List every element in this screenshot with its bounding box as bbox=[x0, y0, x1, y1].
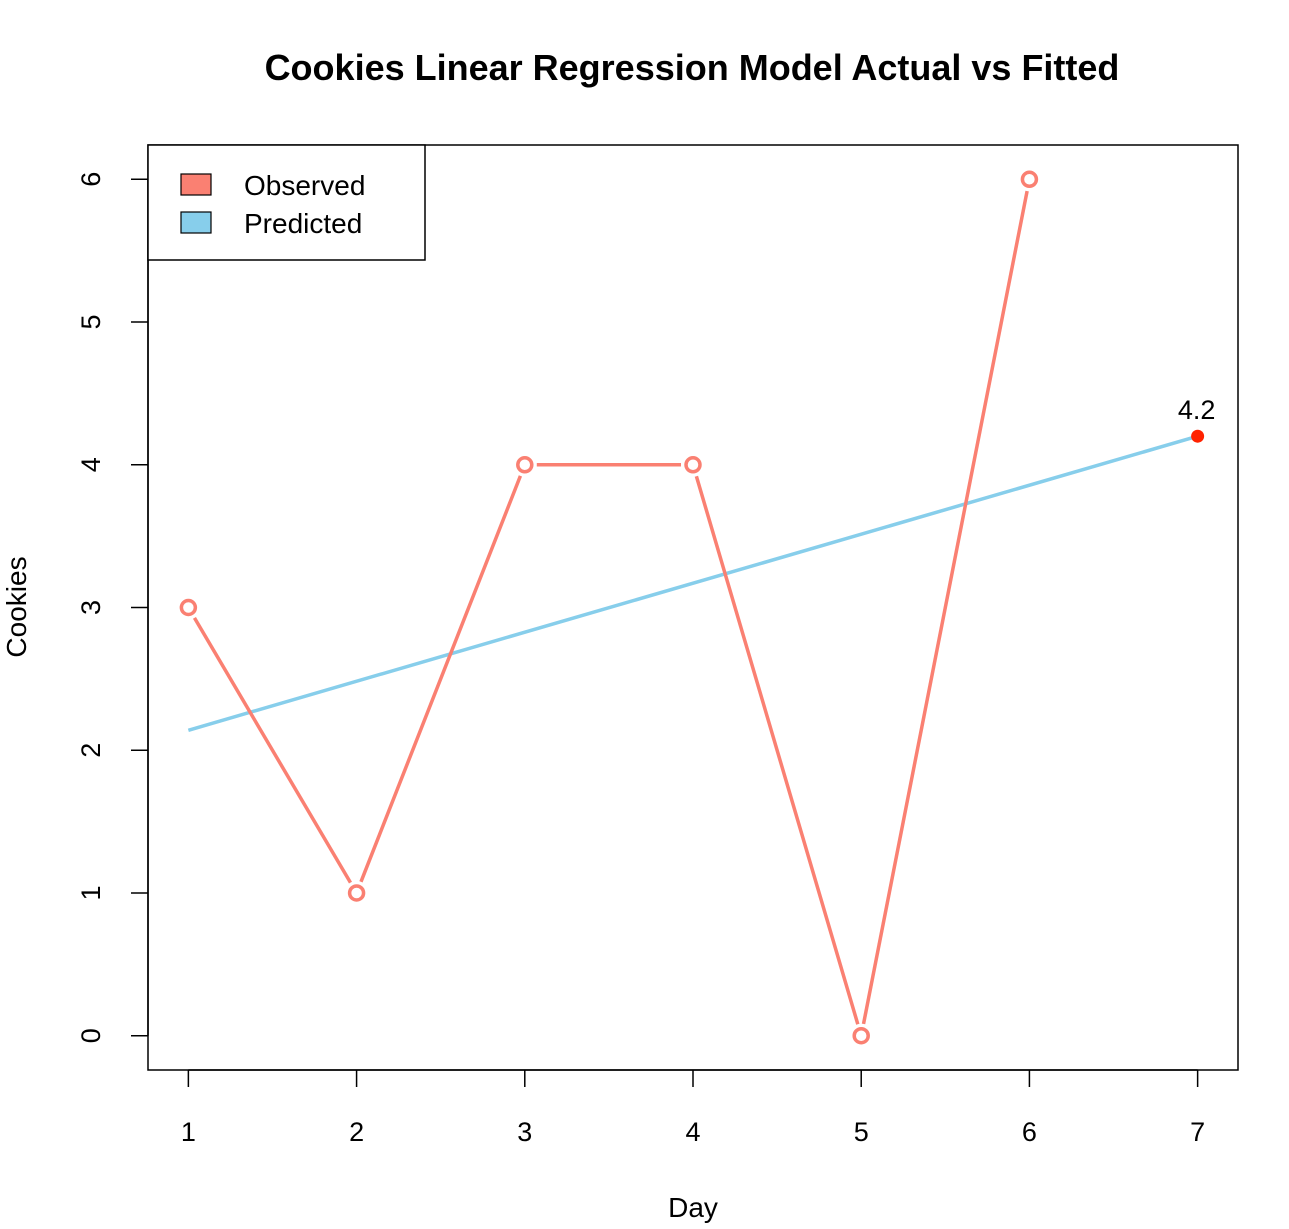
legend-swatch-observed bbox=[180, 173, 212, 196]
y-tick-label: 5 bbox=[76, 314, 106, 329]
x-tick-label: 5 bbox=[854, 1117, 869, 1147]
observed-point bbox=[347, 884, 366, 902]
x-tick-label: 1 bbox=[181, 1117, 196, 1147]
legend-label-observed: Observed bbox=[244, 170, 365, 201]
y-tick-label: 4 bbox=[76, 457, 106, 472]
observed-point bbox=[179, 598, 198, 617]
legend-box bbox=[147, 144, 426, 261]
annotation-point bbox=[1191, 429, 1205, 443]
observed-segment bbox=[694, 475, 860, 1025]
series-layer bbox=[179, 170, 1199, 1045]
y-tick-label: 2 bbox=[76, 743, 106, 758]
observed-segment bbox=[359, 475, 523, 883]
observed-segment bbox=[861, 190, 1029, 1025]
annotation-label: 4.2 bbox=[1178, 395, 1216, 425]
legend-label-predicted: Predicted bbox=[244, 208, 362, 239]
plot-frame bbox=[147, 144, 1239, 1071]
x-tick-label: 4 bbox=[685, 1117, 700, 1147]
observed-point bbox=[1020, 170, 1039, 189]
y-tick-label: 3 bbox=[76, 600, 106, 615]
x-tick-label: 6 bbox=[1022, 1117, 1037, 1147]
y-tick-label: 1 bbox=[76, 885, 106, 900]
y-tick-label: 0 bbox=[76, 1028, 106, 1043]
y-axis: 0 1 2 3 4 5 6 bbox=[76, 172, 149, 1043]
y-axis-label: Cookies bbox=[1, 556, 32, 657]
observed-point bbox=[684, 456, 702, 474]
x-axis: 1 2 3 4 5 6 7 bbox=[181, 1069, 1205, 1147]
observed-point bbox=[516, 456, 534, 474]
predicted-line bbox=[187, 434, 1199, 732]
legend-swatch-predicted bbox=[180, 211, 212, 234]
chart-title: Cookies Linear Regression Model Actual v… bbox=[265, 47, 1120, 88]
observed-segment bbox=[192, 616, 352, 884]
annotation-layer: 4.2 bbox=[1178, 395, 1216, 443]
observed-point bbox=[852, 1026, 870, 1045]
x-tick-label: 2 bbox=[349, 1117, 364, 1147]
x-tick-label: 7 bbox=[1190, 1117, 1205, 1147]
x-tick-label: 3 bbox=[517, 1117, 532, 1147]
legend: Observed Predicted bbox=[147, 144, 426, 261]
x-axis-label: Day bbox=[668, 1192, 718, 1223]
y-tick-label: 6 bbox=[76, 172, 106, 187]
